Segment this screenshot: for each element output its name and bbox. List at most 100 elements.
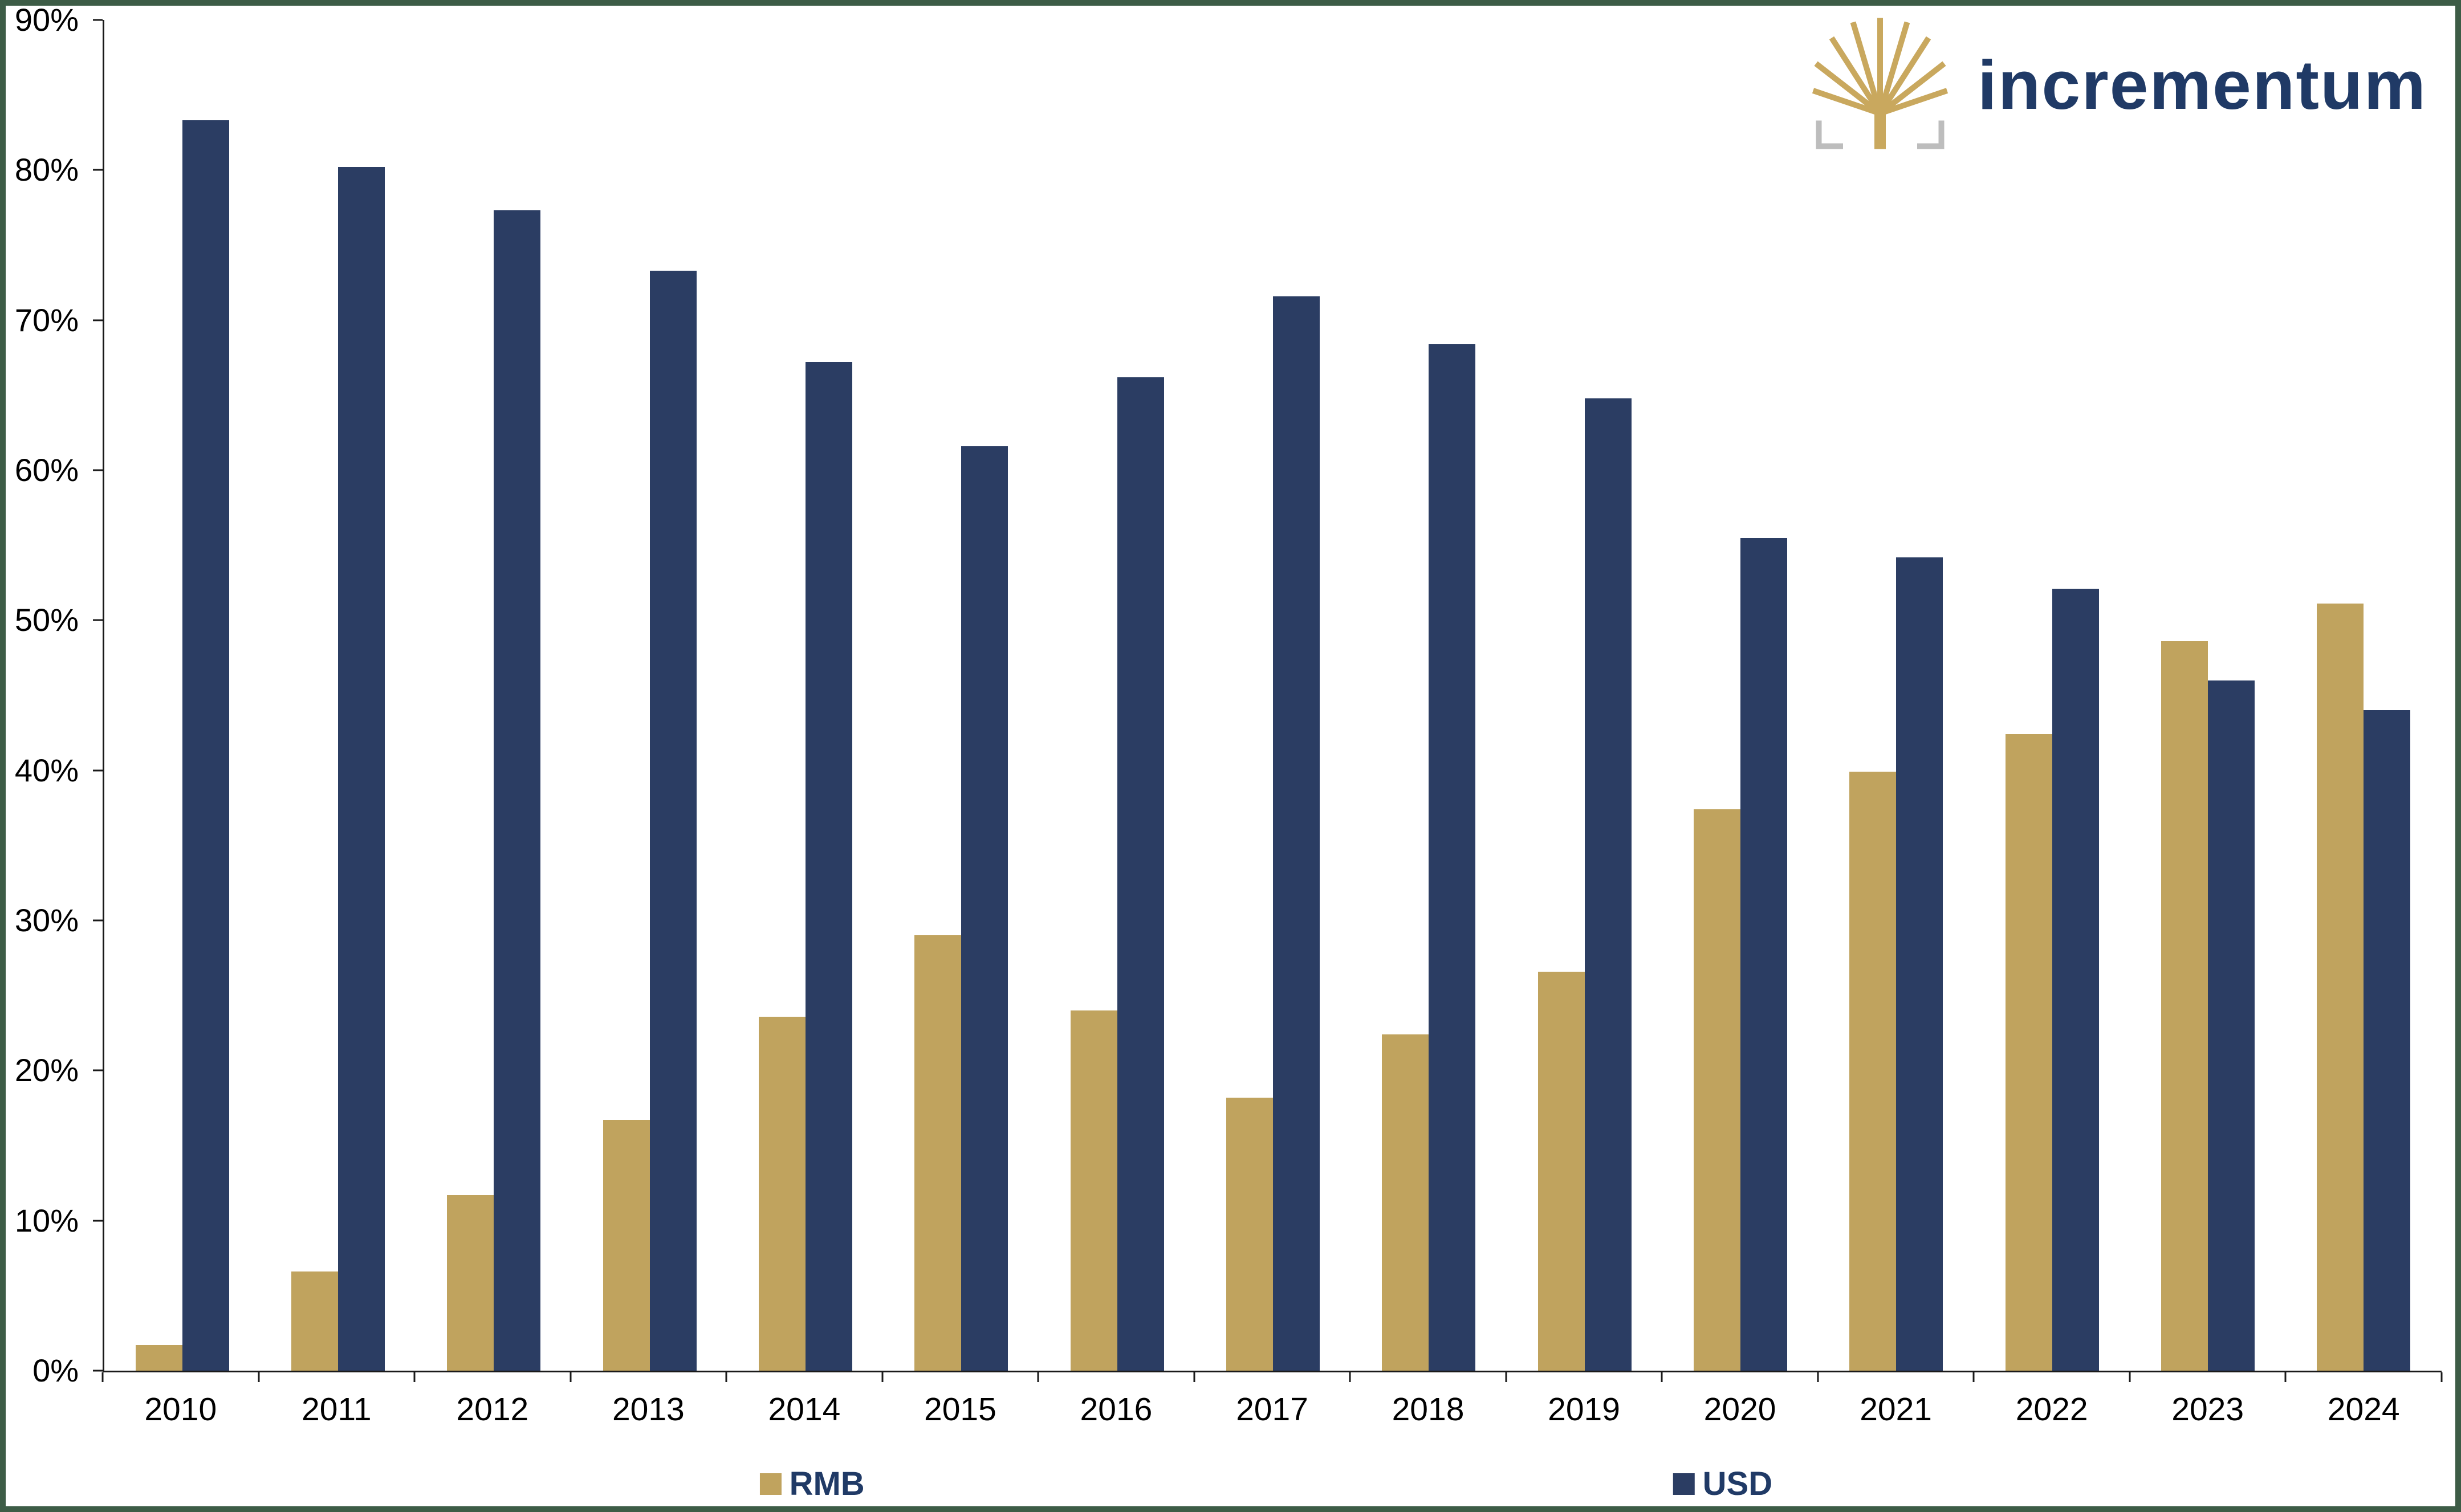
legend-label-rmb: RMB (789, 1465, 865, 1502)
legend-swatch-usd (1673, 1473, 1695, 1495)
bar-rmb-2020 (1693, 809, 1740, 1371)
x-axis-tick (1037, 1372, 1039, 1382)
bar-group-2016 (1039, 20, 1195, 1371)
x-axis-tick (413, 1372, 416, 1382)
bar-group-2015 (884, 20, 1039, 1371)
bar-usd-2018 (1429, 344, 1476, 1371)
bar-usd-2016 (1117, 377, 1164, 1371)
y-tick-label-20: 20% (14, 1052, 79, 1089)
x-axis-tick (725, 1372, 727, 1382)
x-tick-label-2015: 2015 (924, 1391, 996, 1428)
bar-usd-2017 (1272, 296, 1320, 1371)
x-axis-tick (258, 1372, 260, 1382)
x-axis-labels: 2010 2011 2012 2013 2014 2015 2016 2017 2018 2019… (103, 1392, 2442, 1428)
y-tick-label-10: 10% (14, 1202, 79, 1238)
x-axis-tick (570, 1372, 572, 1382)
y-axis-tick (93, 319, 103, 321)
bar-usd-2020 (1740, 537, 1787, 1371)
y-axis-tick (93, 169, 103, 171)
x-axis-tick (1972, 1372, 1975, 1382)
bar-rmb-2015 (914, 935, 962, 1371)
legend-item-usd: USD (1673, 1462, 1772, 1506)
bar-rmb-2014 (758, 1016, 806, 1371)
bar-group-2019 (1507, 20, 1662, 1371)
x-tick-label-2017: 2017 (1236, 1391, 1308, 1428)
bar-rmb-2016 (1070, 1010, 1117, 1371)
y-axis-tick (93, 1069, 103, 1071)
y-tick-label-70: 70% (14, 301, 79, 338)
bar-usd-2010 (182, 120, 229, 1371)
bar-rmb-2018 (1382, 1034, 1429, 1371)
bar-usd-2012 (494, 210, 541, 1371)
bar-group-2013 (572, 20, 727, 1371)
bar-usd-2023 (2207, 680, 2255, 1371)
tree-icon (1812, 18, 1949, 149)
y-tick-label-50: 50% (14, 602, 79, 638)
bar-rmb-2012 (447, 1195, 494, 1371)
y-axis-tick (93, 1370, 103, 1372)
bar-usd-2024 (2364, 710, 2411, 1371)
bar-rmb-2013 (603, 1120, 650, 1371)
bar-rmb-2023 (2161, 641, 2208, 1371)
x-tick-label-2022: 2022 (2015, 1391, 2088, 1428)
x-axis-tick (1505, 1372, 1507, 1382)
legend-label-usd: USD (1702, 1465, 1773, 1502)
x-axis-tick (2129, 1372, 2131, 1382)
x-axis-tick (2284, 1372, 2287, 1382)
bar-group-2017 (1195, 20, 1351, 1371)
bar-group-2024 (2286, 20, 2442, 1371)
bar-usd-2022 (2052, 589, 2099, 1371)
brand-name: incrementum (1977, 46, 2427, 124)
bar-rmb-2024 (2317, 604, 2364, 1371)
legend-swatch-rmb (759, 1473, 782, 1495)
x-axis-tick (2440, 1372, 2443, 1382)
x-axis-tick (1349, 1372, 1351, 1382)
y-tick-label-90: 90% (14, 2, 79, 38)
x-tick-label-2014: 2014 (768, 1391, 841, 1428)
y-axis-tick (93, 619, 103, 621)
bar-group-2022 (1974, 20, 2130, 1371)
x-tick-label-2011: 2011 (302, 1391, 372, 1428)
x-axis-tick (1817, 1372, 1819, 1382)
y-axis: 0% 10% 20% 30% 40% 50% 60% 70% 80% 90% (0, 4, 103, 1387)
x-tick-label-2019: 2019 (1548, 1391, 1620, 1428)
bar-usd-2014 (805, 362, 852, 1371)
legend-item-rmb: RMB (759, 1462, 865, 1506)
y-axis-tick (93, 919, 103, 922)
bar-usd-2021 (1896, 557, 1943, 1371)
bar-group-2020 (1662, 20, 1818, 1371)
bar-group-2012 (416, 20, 572, 1371)
x-axis-ticks (101, 1372, 2443, 1382)
y-axis-tick (93, 1220, 103, 1222)
bar-usd-2013 (649, 270, 697, 1371)
bar-usd-2015 (961, 446, 1008, 1371)
x-tick-label-2016: 2016 (1080, 1391, 1153, 1428)
y-axis-tick (93, 469, 103, 471)
x-tick-label-2010: 2010 (144, 1391, 217, 1428)
bar-group-2011 (260, 20, 416, 1371)
y-tick-label-60: 60% (14, 452, 79, 488)
bar-group-2021 (1819, 20, 1974, 1371)
bar-rmb-2010 (135, 1345, 182, 1371)
bar-rmb-2019 (1537, 971, 1585, 1371)
y-tick-label-30: 30% (14, 902, 79, 938)
bar-usd-2019 (1584, 398, 1632, 1371)
x-axis-tick (1193, 1372, 1195, 1382)
x-axis-tick (881, 1372, 884, 1382)
y-axis-tick (93, 19, 103, 21)
y-tick-label-80: 80% (14, 152, 79, 188)
bar-group-2018 (1351, 20, 1507, 1371)
x-tick-label-2024: 2024 (2327, 1391, 2400, 1428)
bar-usd-2011 (337, 167, 385, 1371)
bar-group-2010 (104, 20, 260, 1371)
bar-group-2023 (2130, 20, 2285, 1371)
x-tick-label-2021: 2021 (1860, 1391, 1933, 1428)
bar-rmb-2011 (291, 1271, 338, 1371)
bar-rmb-2022 (2005, 734, 2052, 1371)
x-tick-label-2023: 2023 (2171, 1391, 2244, 1428)
x-tick-label-2020: 2020 (1703, 1391, 1776, 1428)
bar-rmb-2021 (1849, 772, 1897, 1371)
bar-rmb-2017 (1226, 1097, 1273, 1371)
y-axis-tick (93, 769, 103, 772)
brand-logo: incrementum (1809, 14, 2427, 156)
